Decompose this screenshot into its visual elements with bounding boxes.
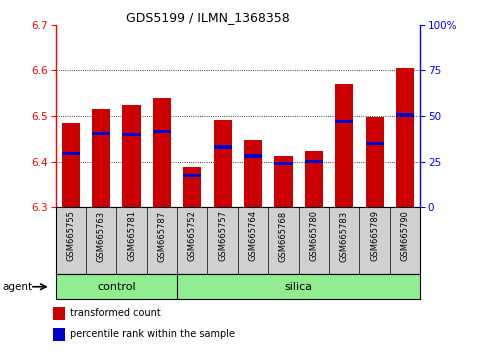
Text: GSM665764: GSM665764: [249, 210, 257, 262]
Bar: [213, 145, 232, 149]
Text: silica: silica: [284, 282, 313, 292]
Bar: [335, 84, 354, 207]
Text: GSM665757: GSM665757: [218, 210, 227, 262]
Bar: [92, 109, 110, 207]
Bar: [183, 173, 201, 177]
Text: GSM665768: GSM665768: [279, 210, 288, 262]
Bar: [366, 142, 384, 145]
Text: GSM665790: GSM665790: [400, 210, 410, 261]
Text: transformed count: transformed count: [71, 308, 161, 318]
Text: control: control: [97, 282, 136, 292]
Bar: [305, 151, 323, 207]
Bar: [213, 120, 232, 207]
Bar: [335, 120, 354, 124]
Bar: [122, 132, 141, 136]
Bar: [396, 113, 414, 116]
Bar: [274, 156, 293, 207]
Text: GSM665781: GSM665781: [127, 210, 136, 262]
Bar: [183, 167, 201, 207]
Bar: [244, 154, 262, 158]
Text: GSM665752: GSM665752: [188, 210, 197, 261]
Bar: [92, 132, 110, 135]
Bar: [396, 68, 414, 207]
Text: GSM665763: GSM665763: [97, 210, 106, 262]
Bar: [62, 152, 80, 155]
Text: GSM665755: GSM665755: [66, 210, 75, 261]
Text: GDS5199 / ILMN_1368358: GDS5199 / ILMN_1368358: [126, 11, 290, 24]
Bar: [122, 104, 141, 207]
Bar: [366, 117, 384, 207]
Bar: [53, 328, 65, 341]
Text: GSM665780: GSM665780: [309, 210, 318, 262]
Text: GSM665787: GSM665787: [157, 210, 167, 262]
Bar: [153, 98, 171, 207]
Text: GSM665783: GSM665783: [340, 210, 349, 262]
Bar: [53, 307, 65, 320]
Text: GSM665789: GSM665789: [370, 210, 379, 262]
Bar: [274, 162, 293, 165]
Bar: [305, 160, 323, 163]
Text: agent: agent: [2, 282, 32, 292]
Bar: [244, 139, 262, 207]
Text: percentile rank within the sample: percentile rank within the sample: [71, 329, 235, 339]
Bar: [62, 123, 80, 207]
Bar: [153, 130, 171, 133]
